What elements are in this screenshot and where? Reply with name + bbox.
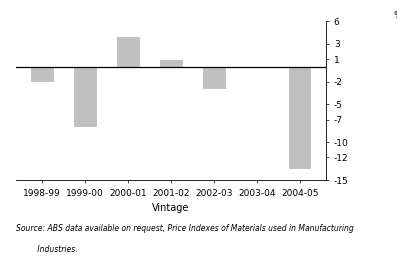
- Bar: [288, 67, 312, 169]
- Bar: [202, 67, 225, 89]
- Bar: [159, 59, 183, 67]
- Bar: [116, 36, 140, 67]
- X-axis label: Vintage: Vintage: [152, 203, 189, 213]
- Text: %change: %change: [394, 11, 397, 20]
- Text: Source: ABS data available on request, Price Indexes of Materials used in Manufa: Source: ABS data available on request, P…: [16, 224, 354, 233]
- Bar: [30, 67, 54, 82]
- Text: Industries.: Industries.: [16, 245, 77, 254]
- Bar: [73, 67, 96, 127]
